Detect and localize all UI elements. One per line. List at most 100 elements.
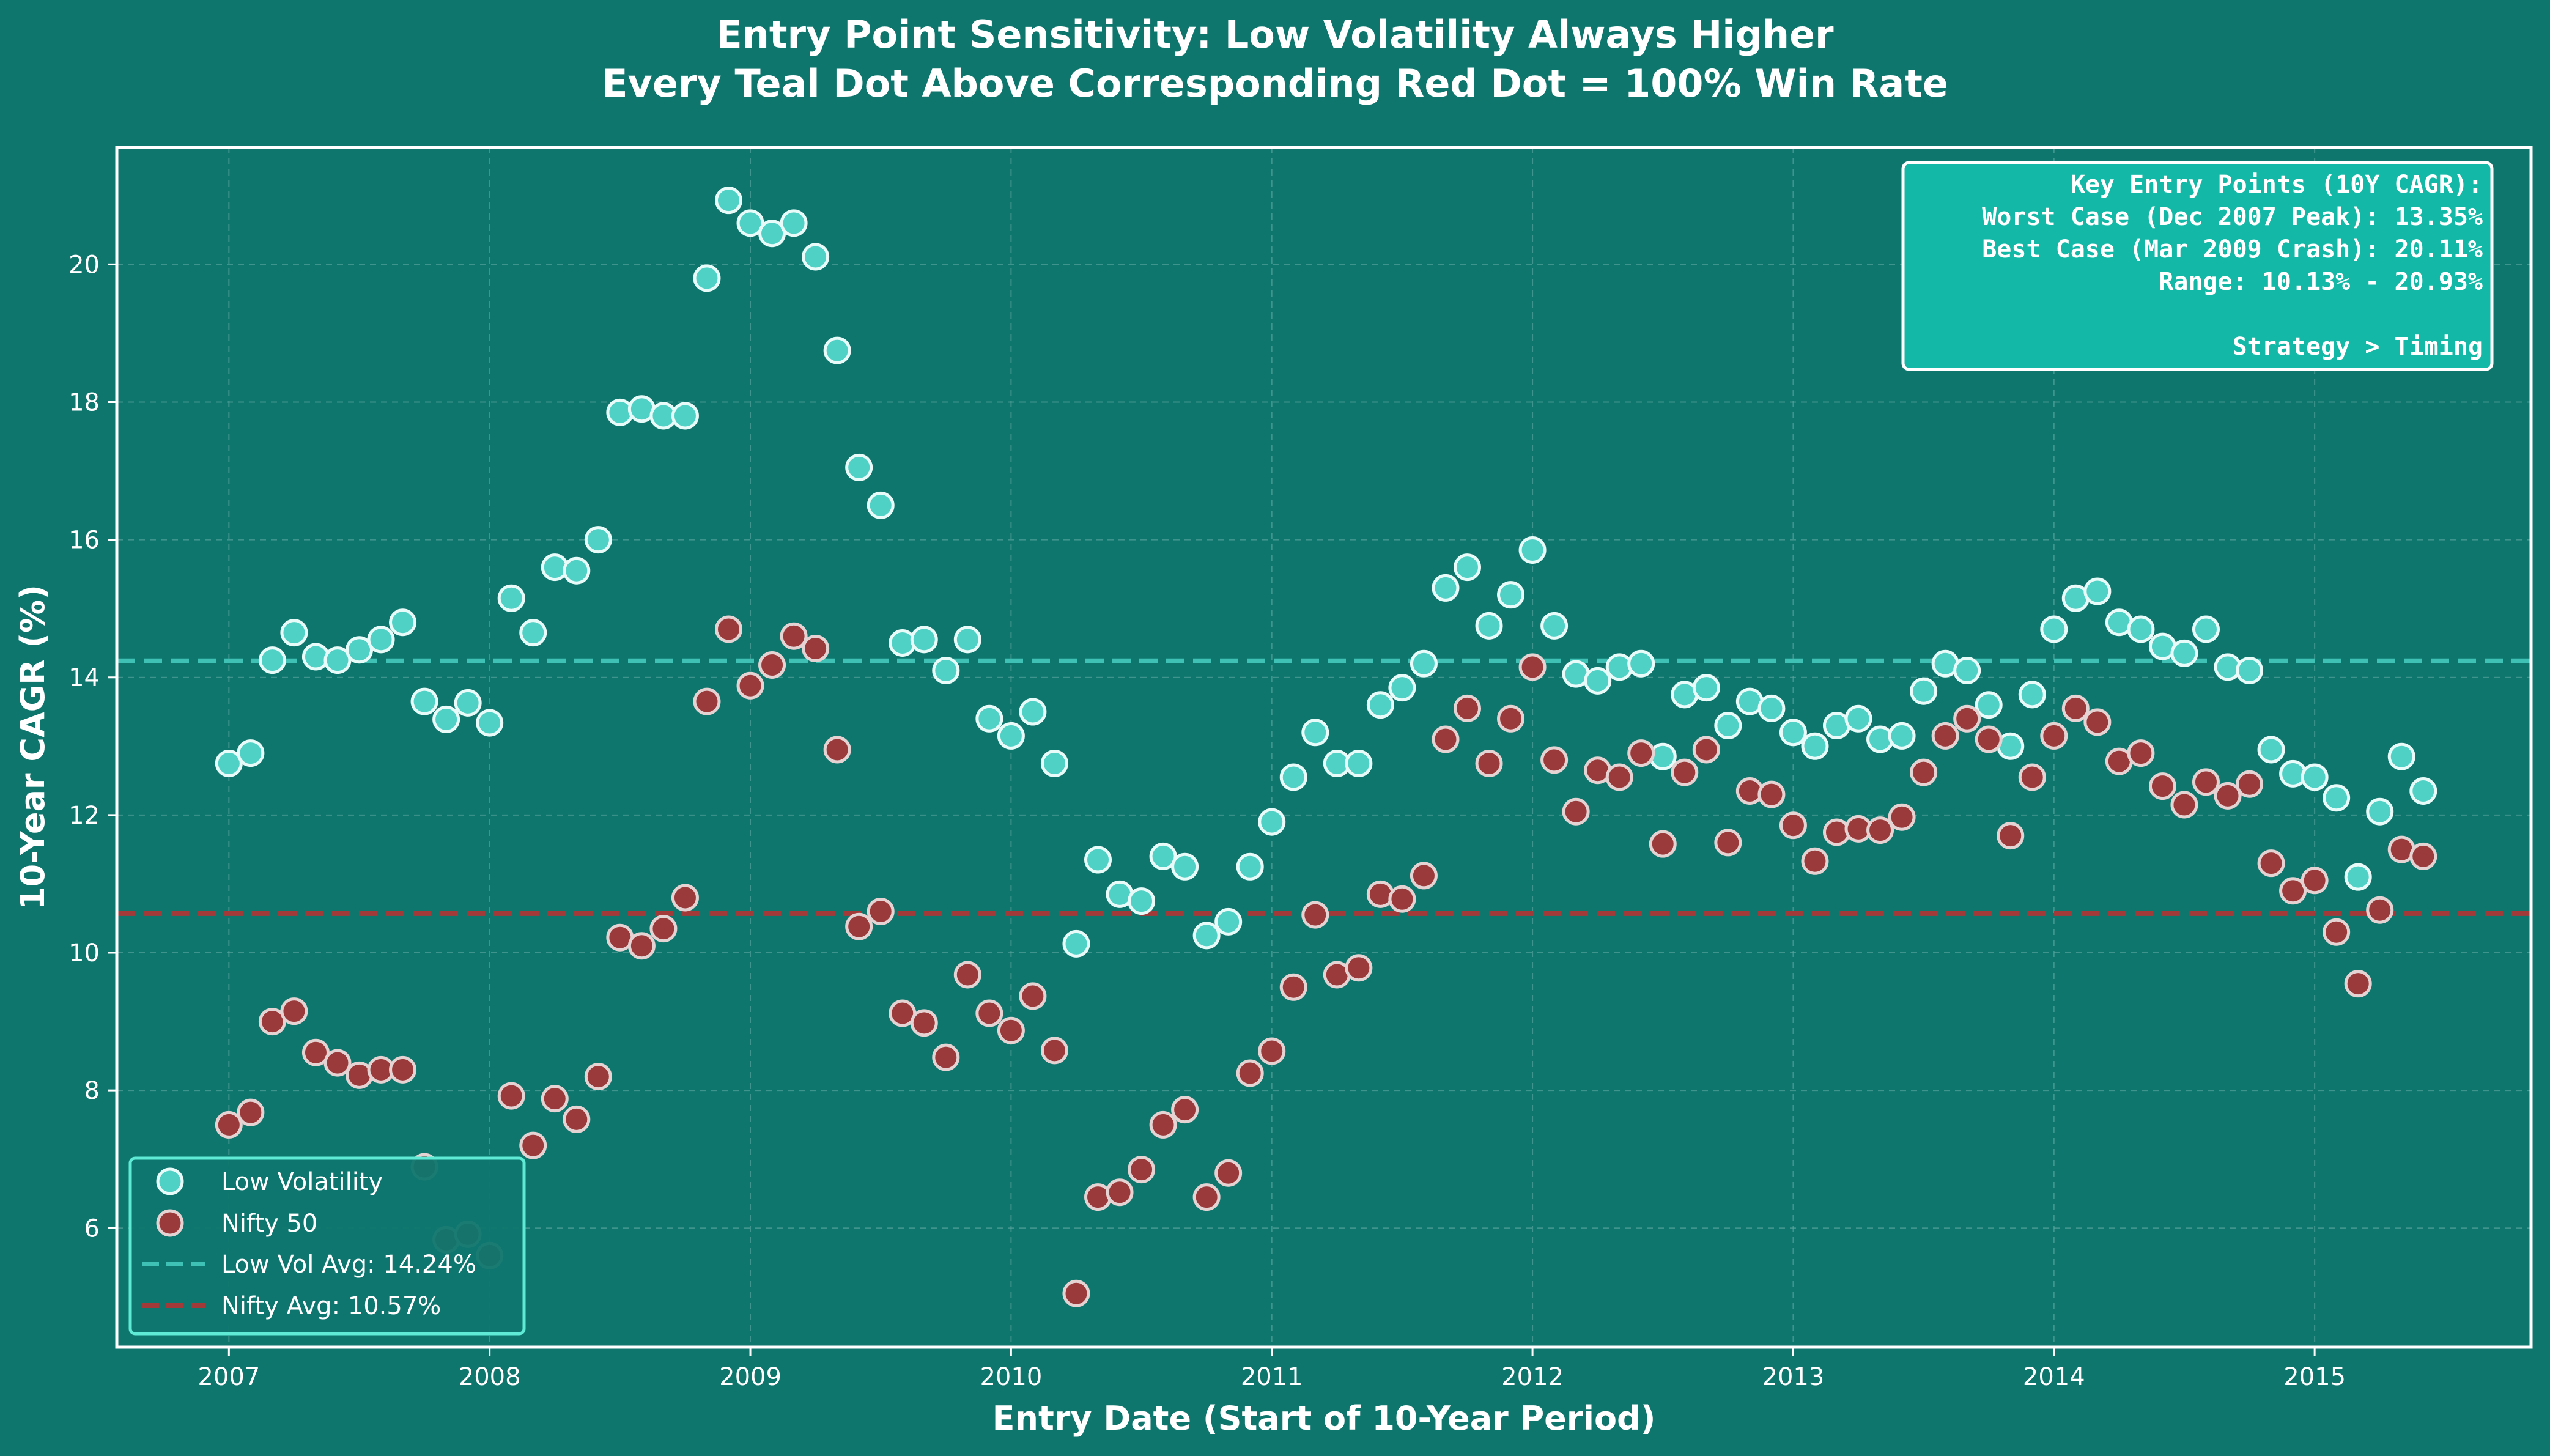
- nifty-50-point: [1866, 816, 1894, 844]
- low-volatility-point: [1410, 649, 1438, 678]
- low-volatility-point: [2301, 763, 2329, 791]
- nifty-50-point: [2018, 763, 2046, 791]
- nifty-50-point: [1236, 1059, 1264, 1087]
- annotation-line: Worst Case (Dec 2007 Peak): 13.35%: [1982, 203, 2483, 231]
- nifty-50-point: [2236, 770, 2264, 798]
- nifty-50-point: [2301, 867, 2329, 895]
- x-tick-label: 2014: [2023, 1363, 2085, 1391]
- y-axis-label: 10-Year CAGR (%): [13, 585, 52, 910]
- nifty-50-point: [1040, 1037, 1068, 1065]
- nifty-50-point: [845, 912, 873, 940]
- y-tick-label: 16: [68, 527, 100, 555]
- y-tick-label: 6: [84, 1214, 100, 1243]
- nifty-50-point: [1301, 901, 1329, 929]
- nifty-50-point: [2127, 739, 2155, 767]
- low-volatility-point: [367, 626, 395, 654]
- low-volatility-point: [2409, 777, 2437, 805]
- low-volatility-point: [1171, 852, 1199, 881]
- low-volatility-point: [1084, 846, 1112, 874]
- low-volatility-point: [432, 705, 460, 733]
- nifty-50-point: [823, 736, 851, 764]
- nifty-50-point: [1106, 1178, 1134, 1207]
- series-nifty-50: [215, 615, 2437, 1307]
- low-volatility-point: [346, 636, 374, 664]
- nifty-50-point: [1062, 1279, 1090, 1307]
- low-volatility-point: [2192, 615, 2220, 643]
- low-volatility-point: [2127, 615, 2155, 643]
- annotation-line: Strategy > Timing: [2233, 333, 2483, 361]
- nifty-50-point: [1432, 725, 1460, 753]
- nifty-50-point: [323, 1049, 352, 1077]
- nifty-50-point: [975, 999, 1003, 1027]
- low-volatility-point: [1040, 749, 1068, 777]
- nifty-50-point: [280, 997, 308, 1025]
- low-volatility-point: [519, 619, 547, 647]
- nifty-50-point: [802, 634, 830, 662]
- low-volatility-point: [280, 619, 308, 647]
- x-tick-label: 2011: [1241, 1363, 1303, 1391]
- nifty-50-point: [1975, 725, 2003, 753]
- low-volatility-point: [758, 220, 786, 248]
- low-volatility-point: [1192, 922, 1221, 950]
- low-volatility-point: [2018, 681, 2046, 709]
- low-volatility-point: [2040, 615, 2068, 643]
- y-ticks: 6 8 10 12 14 16 18 20: [68, 251, 117, 1243]
- low-volatility-point: [1757, 694, 1786, 722]
- nifty-50-point: [867, 897, 895, 925]
- nifty-50-point: [1453, 694, 1481, 722]
- nifty-50-point: [1279, 973, 1307, 1001]
- low-volatility-point: [671, 402, 699, 430]
- nifty-50-point: [1518, 653, 1547, 681]
- nifty-50-point: [736, 671, 764, 700]
- low-volatility-point: [1801, 732, 1829, 760]
- nifty-50-point: [2344, 970, 2372, 998]
- legend-marker-low-volatility: [156, 1167, 184, 1195]
- nifty-50-point: [237, 1098, 265, 1126]
- low-volatility-point: [497, 584, 525, 612]
- nifty-50-point: [1019, 982, 1047, 1010]
- nifty-50-point: [671, 884, 699, 912]
- low-volatility-point: [563, 556, 591, 585]
- low-volatility-point: [845, 453, 873, 481]
- nifty-50-point: [1649, 830, 1677, 858]
- low-volatility-point: [1019, 698, 1047, 726]
- annotation-box: Key Entry Points (10Y CAGR): Worst Case …: [1901, 161, 2494, 371]
- nifty-50-point: [997, 1016, 1025, 1044]
- x-tick-label: 2013: [1762, 1363, 1825, 1391]
- y-tick-label: 12: [68, 802, 100, 830]
- nifty-50-point: [258, 1008, 286, 1036]
- nifty-50-point: [584, 1063, 612, 1091]
- nifty-50-point: [1953, 704, 1981, 733]
- nifty-50-point: [1540, 746, 1569, 774]
- nifty-50-point: [1605, 763, 1633, 791]
- low-volatility-point: [1540, 612, 1569, 640]
- nifty-50-point: [1258, 1037, 1286, 1065]
- low-volatility-point: [823, 336, 851, 364]
- low-volatility-point: [1236, 852, 1264, 881]
- nifty-50-point: [563, 1105, 591, 1133]
- nifty-50-point: [2148, 772, 2176, 800]
- x-tick-label: 2012: [1501, 1363, 1564, 1391]
- legend: Low Volatility Nifty 50 Low Vol Avg: 14.…: [128, 1156, 526, 1336]
- low-volatility-point: [1692, 674, 1720, 702]
- low-volatility-point: [932, 656, 960, 684]
- nifty-50-point: [2323, 918, 2351, 946]
- annotation-line: Key Entry Points (10Y CAGR):: [2071, 171, 2483, 199]
- x-axis-label: Entry Date (Start of 10-Year Period): [992, 1399, 1656, 1438]
- low-volatility-point: [1258, 808, 1286, 836]
- low-volatility-point: [1627, 649, 1655, 678]
- nifty-50-point: [2214, 782, 2242, 810]
- low-volatility-point: [2344, 863, 2372, 891]
- legend-label-nifty-avg: Nifty Avg: 10.57%: [221, 1292, 441, 1320]
- nifty-50-point: [1714, 829, 1742, 857]
- low-volatility-point: [1518, 536, 1547, 564]
- low-volatility-point: [997, 722, 1025, 750]
- low-volatility-point: [1714, 712, 1742, 740]
- y-tick-label: 10: [68, 939, 100, 967]
- nifty-50-point: [1410, 862, 1438, 890]
- nifty-50-point: [715, 615, 743, 643]
- low-volatility-point: [1497, 581, 1525, 609]
- nifty-50-point: [1931, 722, 1959, 750]
- y-tick-label: 18: [68, 388, 100, 416]
